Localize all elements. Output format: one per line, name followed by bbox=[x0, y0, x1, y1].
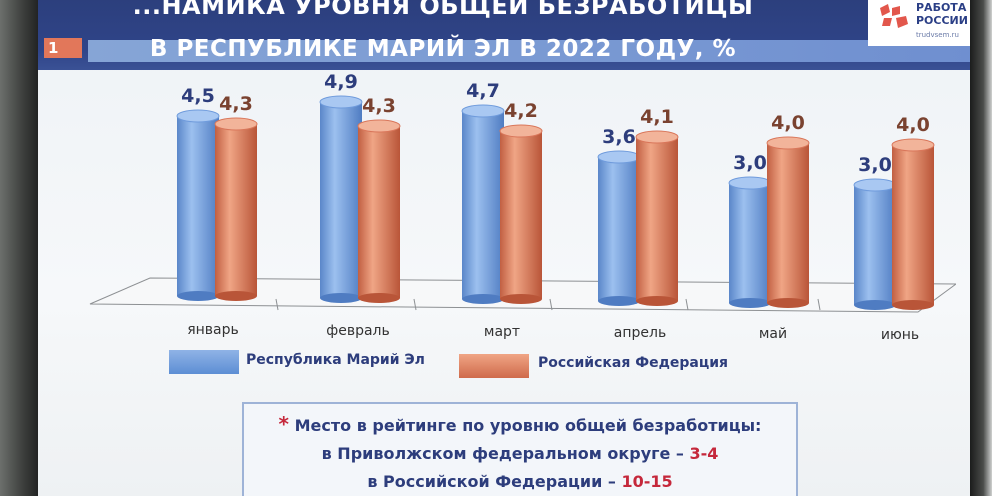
logo-text: РАБОТА РОССИИ bbox=[916, 1, 968, 27]
category-label: июнь bbox=[881, 327, 919, 343]
bar-russia-июнь bbox=[891, 138, 935, 310]
bar-mari-el-апрель bbox=[597, 150, 641, 306]
floor-divider bbox=[817, 298, 821, 311]
floor-divider bbox=[275, 298, 279, 311]
category-label: март bbox=[484, 324, 520, 340]
data-label: 4,1 bbox=[640, 106, 674, 128]
note-line2-value: 3-4 bbox=[689, 444, 719, 463]
data-label: 4,2 bbox=[504, 100, 538, 122]
data-label: 4,0 bbox=[896, 114, 930, 136]
data-label: 4,0 bbox=[771, 112, 805, 134]
bar-russia-февраль bbox=[357, 119, 401, 303]
bar-russia-январь bbox=[214, 117, 258, 301]
legend-label-mari-el: Республика Марий Эл bbox=[246, 352, 425, 368]
data-label: 4,7 bbox=[466, 80, 500, 102]
note-line1: * Место в рейтинге по уровню общей безра… bbox=[244, 412, 796, 436]
logo-line2: РОССИИ bbox=[916, 14, 968, 27]
note-line3: в Российской Федерации – 10-15 bbox=[244, 472, 796, 491]
note-line3-value: 10-15 bbox=[621, 472, 673, 491]
note-star: * bbox=[278, 412, 290, 436]
title-subband bbox=[88, 40, 972, 62]
floor-divider bbox=[685, 298, 689, 311]
logo-line1: РАБОТА bbox=[916, 1, 967, 14]
data-label: 3,0 bbox=[733, 152, 767, 174]
bar-mari-el-июнь bbox=[853, 178, 897, 310]
bar-russia-март bbox=[499, 124, 543, 304]
slide-screen: ...НАМИКА УРОВНЯ ОБЩЕЙ БЕЗРАБОТИЦЫ В РЕС… bbox=[38, 0, 972, 496]
slide-number: 1 bbox=[44, 38, 82, 58]
bar-russia-апрель bbox=[635, 130, 679, 306]
rating-note-box: * Место в рейтинге по уровню общей безра… bbox=[242, 402, 798, 496]
category-label: январь bbox=[187, 322, 239, 338]
logo-url: trudvsem.ru bbox=[916, 31, 959, 39]
legend-swatch-mari-el bbox=[169, 350, 239, 374]
data-label: 3,6 bbox=[602, 126, 636, 148]
category-label: апрель bbox=[614, 325, 666, 341]
data-label: 4,5 bbox=[181, 85, 215, 107]
unemployment-bar-chart: 4,54,34,94,34,74,23,64,13,04,03,0*4,0 ян… bbox=[89, 71, 956, 343]
data-label: 4,3 bbox=[219, 93, 253, 115]
logo-mark-icon bbox=[880, 4, 908, 28]
data-label: 4,9 bbox=[324, 71, 358, 93]
data-label: 4,3 bbox=[362, 95, 396, 117]
legend-label-russia: Российская Федерация bbox=[538, 355, 729, 371]
bar-mari-el-март bbox=[461, 104, 505, 304]
legend-swatch-russia bbox=[459, 354, 529, 378]
bar-russia-май bbox=[766, 136, 810, 308]
note-line2-prefix: в Приволжском федеральном округе – bbox=[321, 444, 690, 463]
note-line3-prefix: в Российской Федерации – bbox=[367, 472, 622, 491]
note-line1-text: Место в рейтинге по уровню общей безрабо… bbox=[294, 416, 762, 435]
monitor-bezel-left bbox=[0, 0, 40, 496]
bar-mari-el-февраль bbox=[319, 95, 363, 303]
bar-mari-el-январь bbox=[176, 109, 220, 301]
floor-divider bbox=[413, 298, 417, 311]
category-label: май bbox=[759, 326, 787, 342]
category-label: февраль bbox=[326, 323, 390, 339]
slide-title-line2: В РЕСПУБЛИКЕ МАРИЙ ЭЛ В 2022 ГОДУ, % bbox=[149, 36, 737, 62]
floor-divider bbox=[549, 298, 553, 311]
data-label: 3,0 bbox=[858, 154, 892, 176]
monitor-bezel-right bbox=[970, 0, 992, 496]
note-line2: в Приволжском федеральном округе – 3-4 bbox=[244, 444, 796, 463]
slide-title-line1: ...НАМИКА УРОВНЯ ОБЩЕЙ БЕЗРАБОТИЦЫ bbox=[132, 0, 754, 20]
rabota-rossii-logo: РАБОТА РОССИИ trudvsem.ru bbox=[868, 0, 972, 46]
bar-mari-el-май bbox=[728, 176, 772, 308]
